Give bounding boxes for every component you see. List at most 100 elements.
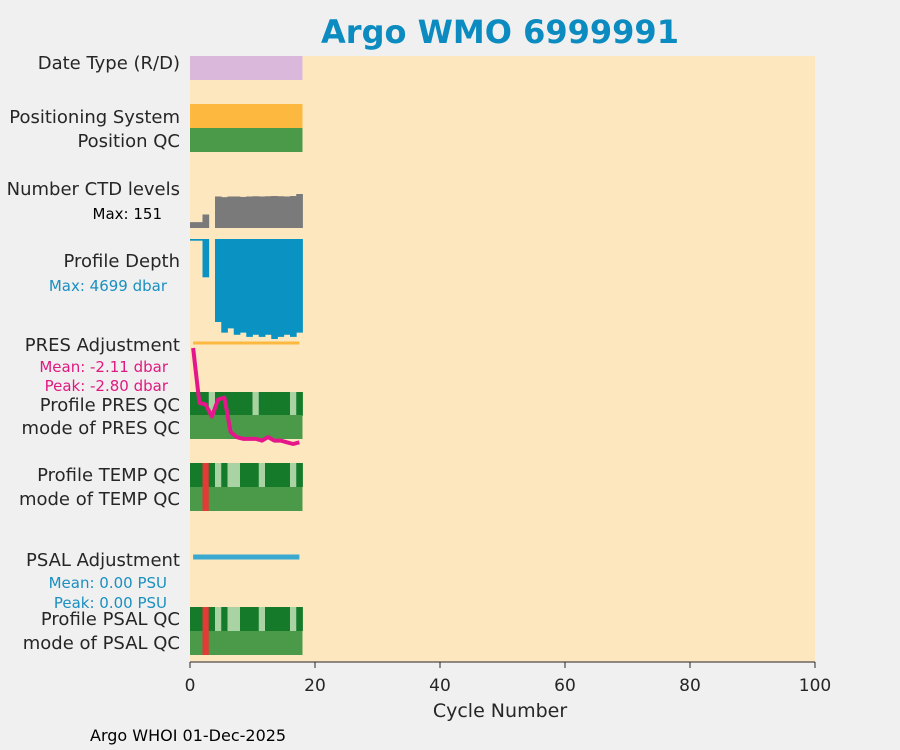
chart-title: Argo WMO 6999991 — [321, 13, 679, 51]
ctd-levels-max: Max: 151 — [93, 205, 162, 223]
ctd-levels-bar — [283, 196, 291, 228]
profile-pres-qc-cell — [296, 392, 303, 416]
label-pres-adjustment: PRES Adjustment — [25, 335, 180, 356]
profile-psal-qc-cell — [246, 607, 253, 631]
profile-psal-qc-cell — [252, 607, 260, 631]
label-profile-psal-qc: Profile PSAL QC — [41, 609, 180, 630]
profile-pres-qc-cell — [271, 392, 278, 416]
profile-pres-qc-cell — [208, 392, 216, 416]
label-mode-pres-qc: mode of PRES QC — [22, 418, 180, 439]
profile-temp-qc-cell — [290, 463, 297, 487]
profile-temp-qc-cell — [265, 463, 272, 487]
profile-psal-qc-cell — [190, 607, 197, 631]
profile-temp-qc-cell — [277, 463, 285, 487]
profile-pres-qc-cell — [252, 392, 260, 416]
profile-psal-qc-cell — [196, 607, 203, 631]
label-positioning-system: Positioning System — [9, 107, 180, 128]
ctd-levels-bar — [196, 222, 203, 228]
label-profile-pres-qc: Profile PRES QC — [40, 395, 180, 416]
profile-psal-qc-cell — [283, 607, 291, 631]
profile-psal-qc-cell — [240, 607, 247, 631]
profile-temp-qc-cell — [190, 463, 197, 487]
ctd-levels-bar — [246, 196, 253, 228]
x-tick-label: 40 — [429, 676, 451, 696]
profile-depth-bar — [190, 239, 197, 241]
mode-pres-qc-bar — [190, 415, 303, 439]
pres-adjustment-peak: Peak: -2.80 dbar — [45, 377, 169, 395]
plot-background — [190, 56, 815, 662]
profile-psal-qc-cell — [233, 607, 241, 631]
mode-psal-qc-bar-bad — [202, 631, 209, 655]
footer-credit: Argo WHOI 01-Dec-2025 — [90, 726, 286, 745]
ctd-levels-bar — [240, 196, 247, 228]
profile-psal-qc-cell — [208, 607, 216, 631]
label-profile-depth: Profile Depth — [63, 251, 180, 272]
profile-pres-qc-cell — [265, 392, 272, 416]
profile-temp-qc-cell — [196, 463, 203, 487]
ctd-levels-bar — [215, 196, 222, 228]
ctd-levels-bar — [258, 196, 266, 228]
x-tick-label: 20 — [304, 676, 326, 696]
profile-depth-max: Max: 4699 dbar — [49, 277, 168, 295]
profile-psal-qc-cell — [277, 607, 285, 631]
x-tick-label: 100 — [799, 676, 831, 696]
pres-adjustment-mean: Mean: -2.11 dbar — [39, 358, 169, 376]
profile-temp-qc-cell — [233, 463, 241, 487]
ctd-levels-bar — [233, 196, 241, 228]
profile-temp-qc-cell — [227, 463, 235, 487]
label-position-qc: Position QC — [77, 131, 180, 152]
positioning-system-bar — [190, 104, 303, 128]
profile-depth-bar — [296, 239, 303, 333]
profile-psal-qc-cell — [221, 607, 228, 631]
chart-marks — [190, 56, 303, 655]
profile-depth-bar — [215, 239, 222, 322]
profile-psal-qc-cell — [258, 607, 266, 631]
profile-depth-bar — [277, 239, 285, 337]
profile-pres-qc-cell — [246, 392, 253, 416]
profile-temp-qc-cell — [271, 463, 278, 487]
profile-pres-qc-cell — [233, 392, 241, 416]
profile-depth-bar — [202, 239, 210, 278]
profile-psal-qc-cell — [271, 607, 278, 631]
x-tick-label: 80 — [679, 676, 701, 696]
profile-depth-bar — [265, 239, 272, 335]
profile-pres-qc-cell — [283, 392, 291, 416]
label-date-type: Date Type (R/D) — [38, 53, 180, 74]
label-psal-adjustment: PSAL Adjustment — [26, 550, 180, 571]
profile-depth-bar — [290, 239, 297, 337]
psal-adjustment-mean: Mean: 0.00 PSU — [49, 574, 167, 592]
label-profile-temp-qc: Profile TEMP QC — [37, 465, 180, 486]
profile-depth-bar — [240, 239, 247, 333]
label-ctd-levels: Number CTD levels — [7, 179, 180, 200]
profile-psal-qc-cell — [227, 607, 235, 631]
label-mode-temp-qc: mode of TEMP QC — [19, 489, 180, 510]
label-mode-psal-qc: mode of PSAL QC — [23, 633, 180, 654]
profile-temp-qc-cell — [202, 463, 210, 487]
date-type-bar — [190, 56, 303, 80]
profile-depth-bar — [196, 239, 203, 241]
ctd-levels-bar — [252, 196, 260, 228]
profile-pres-qc-cell — [227, 392, 235, 416]
profile-temp-qc-cell — [283, 463, 291, 487]
profile-temp-qc-cell — [252, 463, 260, 487]
profile-psal-qc-cell — [265, 607, 272, 631]
profile-pres-qc-cell — [290, 392, 297, 416]
ctd-levels-bar — [277, 196, 285, 228]
ctd-levels-bar — [290, 196, 297, 228]
profile-depth-bar — [246, 239, 253, 337]
ctd-levels-bar — [202, 214, 210, 228]
ctd-levels-bar — [221, 197, 228, 228]
mode-temp-qc-bar-bad — [202, 487, 209, 511]
profile-psal-qc-cell — [215, 607, 222, 631]
x-axis: 0 20 40 60 80 100 — [185, 661, 831, 696]
x-tick-label: 60 — [554, 676, 576, 696]
pres-adjustment-line — [191, 347, 300, 446]
profile-depth-bar — [271, 239, 278, 339]
ctd-levels-bar — [271, 196, 278, 228]
position-qc-bar — [190, 128, 303, 152]
ctd-levels-bar — [190, 222, 197, 228]
profile-temp-qc-cell — [208, 463, 216, 487]
profile-pres-qc-cell — [240, 392, 247, 416]
ctd-levels-bar — [265, 196, 272, 228]
